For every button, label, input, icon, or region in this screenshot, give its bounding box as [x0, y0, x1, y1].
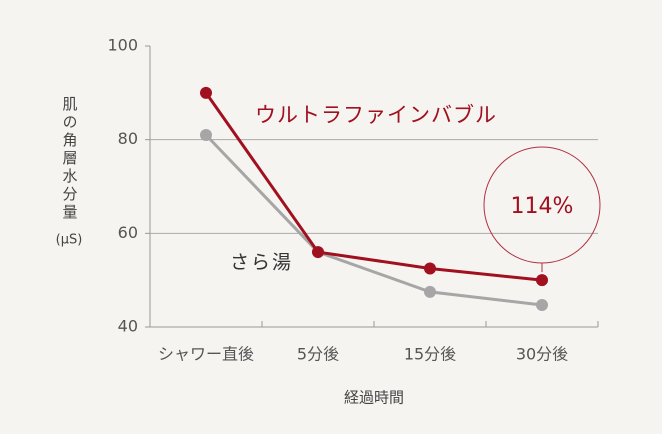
x-tick-label: 30分後	[516, 345, 568, 364]
series-line	[204, 91, 543, 282]
series-label: さら湯	[230, 252, 293, 274]
data-point	[536, 274, 548, 287]
y-tick-label: 100	[107, 36, 138, 55]
data-point	[312, 246, 324, 259]
x-tick-label: 15分後	[404, 345, 456, 364]
y-axis-label: 肌の角層水分量	[61, 96, 79, 222]
y-tick-label: 60	[118, 223, 138, 242]
data-point	[200, 86, 212, 99]
x-tick-label: 5分後	[297, 345, 339, 364]
x-axis-label: 経過時間	[344, 389, 404, 407]
x-tick-label: シャワー直後	[158, 345, 254, 364]
data-point	[424, 285, 436, 298]
y-tick-label: 40	[118, 317, 138, 336]
annotation: 114%	[511, 194, 574, 219]
data-point	[424, 262, 436, 275]
series-line	[204, 133, 543, 307]
y-tick-label: 80	[118, 129, 138, 148]
y-axis-unit: (μS)	[56, 233, 83, 248]
data-point	[200, 128, 212, 141]
series-label: ウルトラファインバブル	[255, 103, 497, 127]
data-point	[536, 298, 548, 311]
